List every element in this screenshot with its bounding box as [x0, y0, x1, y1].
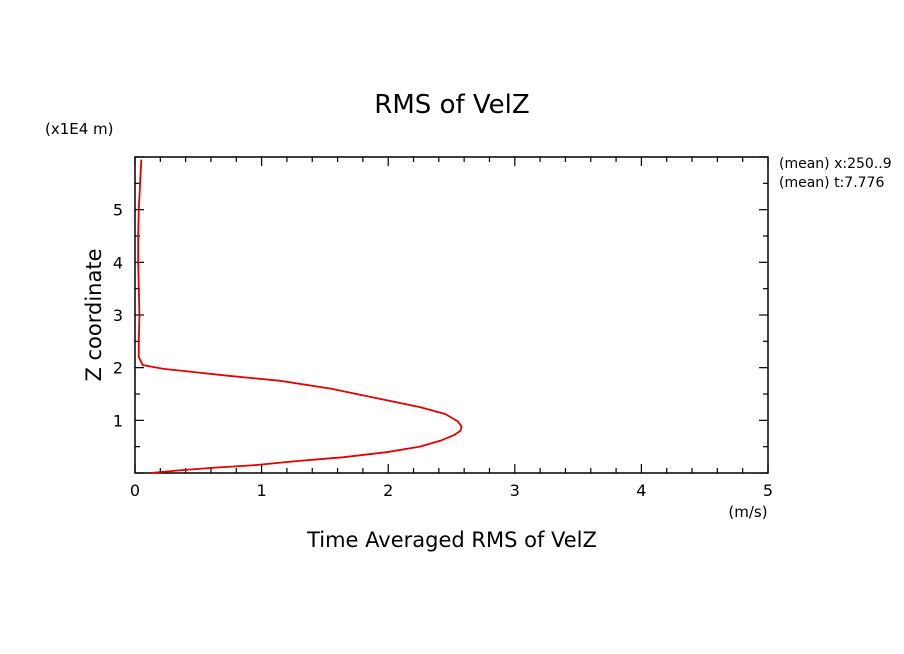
chart-title: RMS of VelZ: [374, 90, 529, 120]
axis-ticks: [134, 156, 769, 474]
y-tick-label: 3: [113, 306, 123, 325]
y-tick-label: 4: [113, 253, 123, 272]
x-tick-label: 3: [510, 481, 520, 500]
axis-tick-labels: 0 1 2 3 4 5 1 2 3 4 5: [113, 201, 773, 500]
plot-frame: [134, 156, 769, 474]
x-tick-label: 4: [636, 481, 646, 500]
x-tick-label: 1: [257, 481, 267, 500]
x-tick-label: 0: [130, 481, 140, 500]
y-axis-unit: (x1E4 m): [45, 120, 114, 138]
y-tick-label: 5: [113, 201, 123, 220]
rms-velz-profile-line: [137, 159, 463, 474]
x-tick-label: 5: [763, 481, 773, 500]
x-axis-label: Time Averaged RMS of VelZ: [306, 528, 597, 552]
y-tick-label: 2: [113, 359, 123, 378]
x-tick-label: 2: [383, 481, 393, 500]
annotation-mean-x: (mean) x:250..9: [779, 156, 892, 172]
y-tick-label: 1: [113, 411, 123, 430]
y-axis-label: Z coordinate: [82, 248, 106, 381]
annotation-mean-t: (mean) t:7.776: [779, 175, 884, 191]
x-axis-unit: (m/s): [728, 503, 767, 521]
